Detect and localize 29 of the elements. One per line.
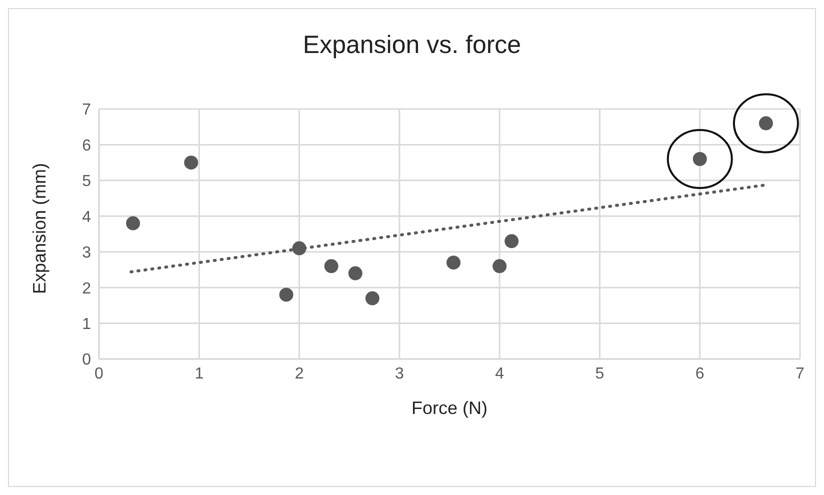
point [184, 156, 198, 170]
point [365, 291, 380, 306]
x-tick-label: 3 [394, 365, 404, 382]
point [324, 259, 338, 274]
y-axis-title: Expansion (mm) [29, 162, 50, 294]
x-axis-title: Force (N) [412, 398, 488, 418]
x-tick-label: 5 [595, 365, 604, 382]
x-tick-label: 0 [94, 365, 104, 382]
x-tick-label: 6 [695, 365, 704, 382]
y-tick-label: 1 [82, 316, 92, 333]
y-tick-label: 4 [82, 208, 92, 226]
x-tick-label: 4 [495, 365, 504, 382]
y-tick-label: 7 [82, 102, 92, 119]
x-tick-label: 7 [796, 365, 805, 382]
y-tick-label: 3 [82, 244, 92, 262]
y-tick-label: 5 [82, 173, 92, 190]
x-tick-label: 2 [294, 365, 304, 382]
y-tick-label: 6 [82, 137, 92, 154]
point [126, 216, 140, 230]
point [446, 256, 461, 270]
point [348, 266, 362, 280]
y-tick-label: 2 [82, 280, 92, 298]
y-tick-label: 0 [82, 352, 92, 369]
point [292, 241, 306, 256]
point [504, 234, 519, 248]
x-tick-label: 1 [194, 365, 204, 382]
chart-title: Expansion vs. force [302, 31, 522, 60]
point [279, 288, 294, 302]
point [492, 259, 507, 274]
